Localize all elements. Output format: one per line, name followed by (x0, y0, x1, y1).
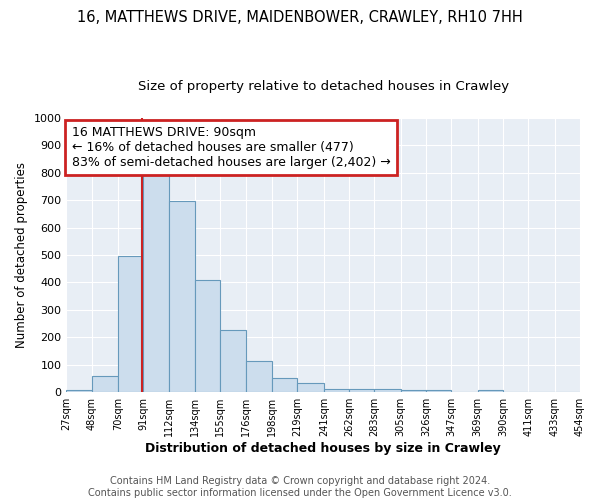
Bar (92, 376, 118, 392)
Bar (374, 389, 401, 392)
Bar (324, 388, 349, 392)
Bar (143, 170, 169, 392)
Bar (272, 378, 298, 392)
Bar (220, 330, 245, 392)
Text: 16, MATTHEWS DRIVE, MAIDENBOWER, CRAWLEY, RH10 7HH: 16, MATTHEWS DRIVE, MAIDENBOWER, CRAWLEY… (77, 10, 523, 25)
Bar (401, 390, 426, 392)
Bar (478, 390, 503, 392)
Bar (67, 390, 92, 392)
Bar (195, 280, 220, 392)
Bar (245, 361, 272, 392)
Bar (426, 390, 451, 392)
Text: 16 MATTHEWS DRIVE: 90sqm
← 16% of detached houses are smaller (477)
83% of semi-: 16 MATTHEWS DRIVE: 90sqm ← 16% of detach… (71, 126, 391, 169)
X-axis label: Distribution of detached houses by size in Crawley: Distribution of detached houses by size … (145, 442, 501, 455)
Bar (298, 382, 324, 392)
Bar (169, 202, 195, 392)
Text: Contains HM Land Registry data © Crown copyright and database right 2024.
Contai: Contains HM Land Registry data © Crown c… (88, 476, 512, 498)
Y-axis label: Number of detached properties: Number of detached properties (15, 162, 28, 348)
Title: Size of property relative to detached houses in Crawley: Size of property relative to detached ho… (137, 80, 509, 93)
Bar (118, 256, 143, 392)
Bar (349, 388, 374, 392)
